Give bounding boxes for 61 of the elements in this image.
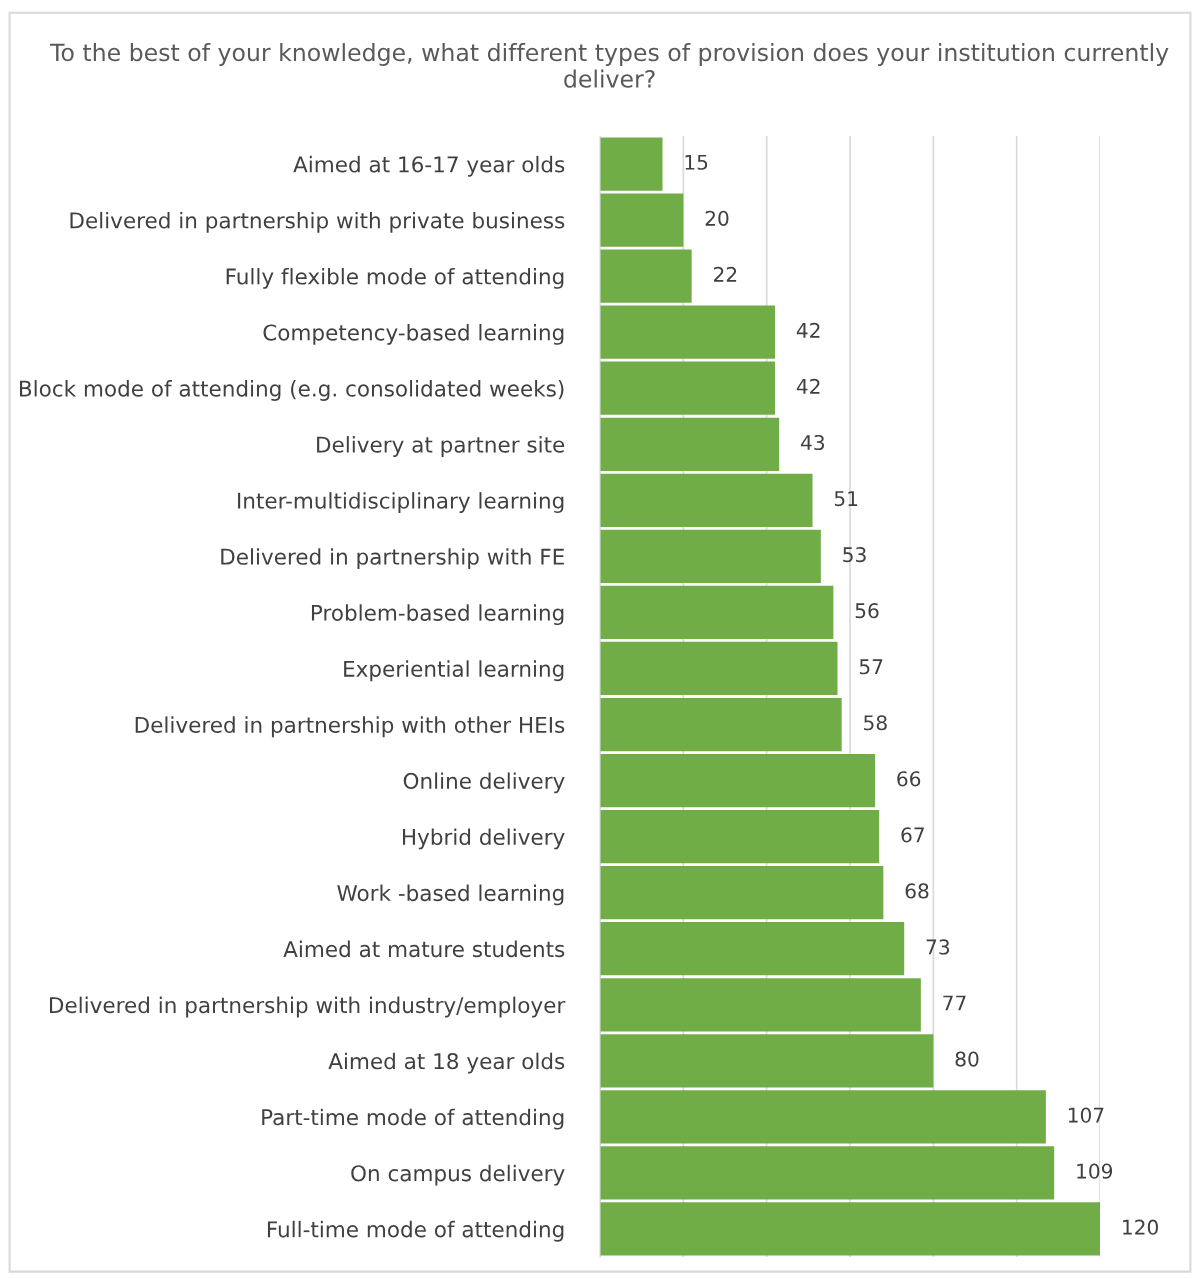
bar — [600, 585, 834, 640]
bar — [600, 529, 821, 583]
y-tick-label: On campus delivery — [351, 1164, 565, 1186]
bar — [600, 1202, 1101, 1256]
data-label: 67 — [901, 827, 924, 843]
bar — [600, 641, 838, 696]
y-tick-label: Aimed at mature students — [283, 940, 565, 958]
bar — [600, 866, 884, 920]
data-label: 107 — [1068, 1107, 1104, 1123]
data-label: 42 — [796, 378, 820, 394]
data-label: 80 — [955, 1051, 979, 1067]
bar — [600, 753, 876, 808]
bar — [600, 193, 684, 247]
bar — [600, 1090, 1046, 1144]
data-label: 56 — [855, 603, 879, 619]
data-label: 15 — [685, 154, 708, 170]
y-tick-label: Hybrid delivery — [403, 828, 565, 850]
bar — [600, 361, 776, 415]
y-tick-label: Part-time mode of attending — [262, 1108, 564, 1130]
chart-title: To the best of your knowledge, what different types of provision does your institution currently deliver? — [50, 43, 1169, 88]
data-label: 22 — [713, 266, 737, 282]
data-label: 20 — [705, 210, 729, 226]
data-label: 43 — [801, 434, 825, 451]
bar — [600, 922, 905, 976]
y-tick-label: Online delivery — [403, 772, 565, 794]
y-tick-label: Block mode of attending (e.g. consolidated weeks) — [20, 380, 564, 401]
y-tick-label: Problem-based learning — [311, 604, 564, 626]
y-tick-label: Delivered in partnership with industry/employer — [49, 996, 566, 1018]
data-label: 68 — [905, 883, 929, 899]
bar — [600, 1034, 934, 1088]
bar — [600, 249, 692, 303]
bar — [600, 417, 780, 471]
data-label: 58 — [864, 715, 887, 731]
y-tick-label: Delivered in partnership with private business — [70, 211, 565, 233]
data-label: 77 — [943, 995, 966, 1011]
y-tick-label: Work -based learning — [337, 884, 564, 906]
y-tick-label: Delivery at partner site — [317, 436, 565, 457]
bar — [600, 697, 842, 752]
data-label: 120 — [1123, 1219, 1158, 1235]
data-label: 42 — [796, 322, 820, 338]
data-label: 51 — [834, 491, 858, 507]
bar — [600, 305, 776, 359]
bar — [600, 473, 813, 527]
y-tick-label: Fully flexible mode of attending — [226, 267, 564, 289]
bar — [600, 978, 921, 1032]
data-label: 57 — [859, 659, 883, 675]
y-tick-label: Aimed at 16-17 year olds — [293, 155, 565, 177]
bar — [600, 1146, 1055, 1200]
y-tick-label: Inter-multidisciplinary learning — [238, 492, 564, 513]
data-label: 109 — [1077, 1163, 1113, 1179]
y-tick-label: Delivered in partnership with FE — [221, 548, 564, 570]
y-tick-label: Competency-based learning — [263, 324, 564, 345]
y-tick-label: Aimed at 18 year olds — [328, 1052, 565, 1074]
bar — [600, 810, 880, 864]
data-label: 53 — [843, 546, 866, 563]
data-label: 73 — [926, 939, 950, 955]
y-tick-label: Experiential learning — [344, 660, 564, 682]
y-tick-label: Full-time mode of attending — [267, 1220, 564, 1242]
bar — [600, 137, 663, 191]
data-label: 66 — [897, 771, 921, 787]
y-tick-label: Delivered in partnership with other HEIs — [135, 716, 565, 738]
